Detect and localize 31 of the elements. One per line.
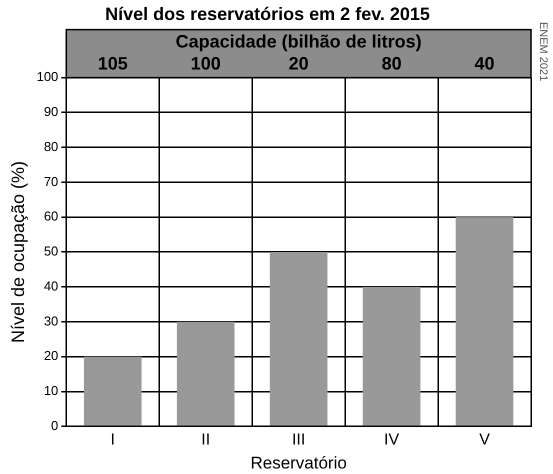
y-tick-label: 0 [51, 418, 58, 433]
bar [456, 217, 514, 426]
bar [176, 322, 235, 426]
chart-title: Nível dos reservatórios em 2 fev. 2015 [105, 4, 430, 24]
y-tick-label: 30 [44, 313, 58, 328]
y-tick-label: 10 [44, 383, 58, 398]
y-tick-label: 100 [36, 69, 58, 84]
text: 100 [190, 54, 221, 74]
x-tick-label: II [201, 431, 210, 448]
y-tick-label: 40 [44, 278, 58, 294]
text: 40 [474, 54, 495, 74]
bar [84, 356, 142, 426]
bar [362, 286, 420, 426]
x-tick-label: IV [384, 431, 400, 448]
text: 80 [382, 54, 402, 74]
y-tick-label: 70 [44, 174, 58, 189]
y-axis-title: Nível de ocupação (%) [8, 160, 28, 344]
text: 20 [288, 54, 309, 74]
y-tick-label: 90 [44, 104, 58, 120]
x-tick-label: V [479, 431, 490, 448]
y-tick-label: 20 [44, 348, 58, 364]
y-tick-label: 80 [44, 138, 58, 154]
y-tick-label: 50 [44, 244, 58, 259]
text: 105 [98, 54, 128, 74]
y-tick-label: 60 [44, 208, 58, 224]
bar [270, 252, 328, 426]
text: Capacidade (bilhão de litros) [176, 32, 422, 52]
x-tick-label: I [110, 431, 115, 448]
x-axis-title: Reservatório [250, 453, 347, 472]
text: ENEM 2021 [536, 22, 549, 82]
x-tick-label: III [292, 431, 306, 448]
